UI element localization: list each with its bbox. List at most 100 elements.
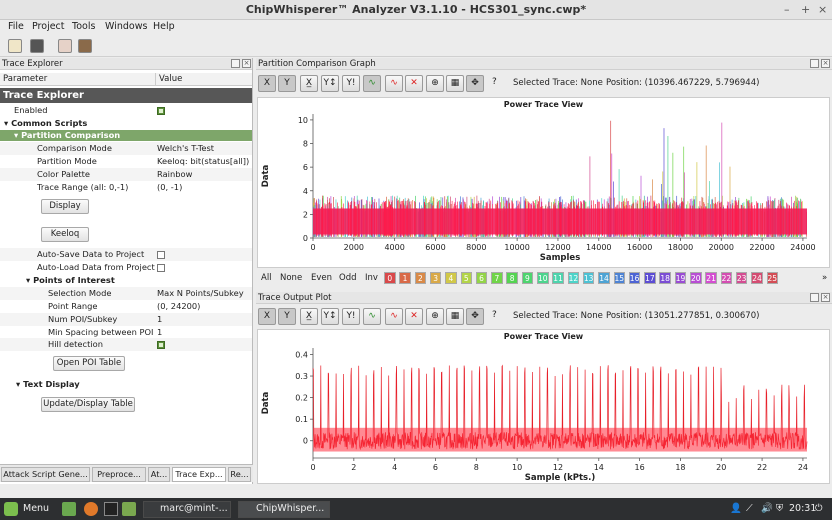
menu-file[interactable]: File — [8, 21, 24, 32]
minimize-button[interactable]: – — [784, 3, 790, 16]
x-autoscale-icon[interactable]: X̲ — [300, 308, 318, 325]
top-plot-area[interactable]: Power Trace View 0 2 4 6 8 10 0 2000 4000 6000 800… — [257, 97, 830, 268]
start-menu-button[interactable]: Menu — [23, 503, 50, 514]
wave-green-icon[interactable]: ∿ — [363, 308, 381, 325]
close-icon[interactable]: × — [821, 293, 830, 302]
trace-toggle-1[interactable]: 1 — [399, 272, 411, 284]
grid-icon[interactable]: ▦ — [446, 308, 464, 325]
trace-toggle-24[interactable]: 24 — [751, 272, 763, 284]
trace-toggle-9[interactable]: 9 — [521, 272, 534, 284]
more-icon[interactable]: » — [822, 273, 828, 283]
maximize-button[interactable]: + — [801, 3, 811, 16]
row-color-palette[interactable]: Color Palette Rainbow — [0, 168, 252, 181]
wave-green-icon[interactable]: ∿ — [363, 75, 381, 92]
tab-preprocessing[interactable]: Preproce... — [92, 467, 146, 482]
tab-results[interactable]: Re... — [228, 467, 251, 482]
row-comparison-mode[interactable]: Comparison Mode Welch's T-Test — [0, 142, 252, 155]
float-icon[interactable] — [810, 59, 819, 68]
cursor-icon[interactable]: ✥ — [466, 75, 484, 92]
volume-icon[interactable]: 🔊 — [761, 503, 773, 514]
display-button[interactable]: Display — [41, 199, 89, 214]
y-lock-icon[interactable]: Y — [278, 308, 296, 325]
float-icon[interactable] — [810, 293, 819, 302]
trace-toggle-16[interactable]: 16 — [628, 272, 641, 284]
trace-toggle-2[interactable]: 2 — [414, 272, 427, 284]
y-lock-icon[interactable]: Y — [278, 75, 296, 92]
row-text-display[interactable]: ▾ Text Display — [16, 379, 80, 389]
trace-toggle-13[interactable]: 13 — [582, 272, 595, 284]
x-autoscale-icon[interactable]: X̲ — [300, 75, 318, 92]
clear-icon[interactable]: ✕ — [405, 308, 423, 325]
float-icon[interactable] — [231, 59, 240, 68]
trace-toggle-11[interactable]: 11 — [552, 272, 564, 284]
autosave-checkbox[interactable] — [157, 248, 165, 261]
select-odd-button[interactable]: Odd — [339, 273, 357, 283]
trace-toggle-10[interactable]: 10 — [537, 272, 549, 284]
trace-toggle-20[interactable]: 20 — [690, 272, 702, 284]
select-inv-button[interactable]: Inv — [365, 273, 378, 283]
terminal-task-button[interactable] — [143, 501, 231, 518]
bottom-plot-area[interactable]: Power Trace View 0 0.1 0.2 0.3 0.4 0 2 4 6 8 10 12 1… — [257, 329, 830, 484]
close-icon[interactable]: × — [821, 59, 830, 68]
chipwhisperer-task-button[interactable] — [238, 501, 330, 518]
help-icon[interactable]: ? — [492, 77, 497, 87]
y-autoscale-icon[interactable]: Y↕ — [321, 75, 339, 92]
save-icon[interactable] — [30, 39, 44, 53]
x-lock-icon[interactable]: X — [258, 308, 276, 325]
update-display-table-button[interactable]: Update/Display Table — [41, 397, 135, 412]
row-partition-mode[interactable]: Partition Mode Keeloq: bit(status[all]) — [0, 155, 252, 168]
row-autoload[interactable]: Auto-Load Data from Project — [0, 261, 252, 274]
wave-red-icon[interactable]: ∿ — [385, 308, 403, 325]
shield-icon[interactable]: ⛨ — [776, 503, 784, 514]
trace-toggle-7[interactable]: 7 — [491, 272, 503, 284]
crosshair-icon[interactable]: ⊕ — [426, 75, 444, 92]
keeloq-button[interactable]: Keeloq — [41, 227, 89, 242]
tab-attack[interactable]: At... — [148, 467, 170, 482]
trace-toggle-17[interactable]: 17 — [644, 272, 656, 284]
trace-toggle-6[interactable]: 6 — [475, 272, 488, 284]
menu-project[interactable]: Project — [32, 21, 65, 32]
close-icon[interactable]: × — [242, 59, 251, 68]
select-none-button[interactable]: None — [280, 273, 303, 283]
trace-toggle-21[interactable]: 21 — [705, 272, 717, 284]
row-hill-detection[interactable]: Hill detection — [0, 338, 252, 351]
trace-toggle-4[interactable]: 4 — [445, 272, 457, 284]
trace-toggle-22[interactable]: 22 — [720, 272, 733, 284]
row-num-poi[interactable]: Num POI/Subkey 1 — [0, 313, 252, 326]
tab-attack-script[interactable]: Attack Script Gene... — [1, 467, 90, 482]
y-default-icon[interactable]: Y! — [342, 308, 360, 325]
files-icon[interactable] — [122, 502, 136, 516]
select-even-button[interactable]: Even — [311, 273, 333, 283]
menu-windows[interactable]: Windows — [105, 21, 148, 32]
row-points-of-interest[interactable]: ▾ Points of Interest — [26, 275, 115, 285]
power-icon[interactable]: ⏻ — [815, 503, 823, 514]
row-point-range[interactable]: Point Range (0, 24200) — [0, 300, 252, 313]
trace-toggle-18[interactable]: 18 — [659, 272, 671, 284]
scope-icon[interactable] — [58, 39, 72, 53]
folder-open-icon[interactable] — [8, 39, 22, 53]
trace-toggle-19[interactable]: 19 — [674, 272, 687, 284]
select-all-button[interactable]: All — [261, 273, 272, 283]
y-default-icon[interactable]: Y! — [342, 75, 360, 92]
menu-tools[interactable]: Tools — [72, 21, 96, 32]
capture-icon[interactable] — [78, 39, 92, 53]
row-autosave[interactable]: Auto-Save Data to Project — [0, 248, 252, 261]
trace-toggle-3[interactable]: 3 — [429, 272, 442, 284]
trace-toggle-23[interactable]: 23 — [735, 272, 748, 284]
trace-toggle-12[interactable]: 12 — [567, 272, 580, 284]
cursor-icon[interactable]: ✥ — [466, 308, 484, 325]
row-common-scripts[interactable]: ▾ Common Scripts — [4, 118, 88, 128]
open-poi-table-button[interactable]: Open POI Table — [53, 356, 125, 371]
show-desktop-icon[interactable] — [62, 502, 76, 516]
enabled-checkbox[interactable] — [157, 104, 165, 117]
trace-toggle-8[interactable]: 8 — [506, 272, 518, 284]
trace-toggle-15[interactable]: 15 — [613, 272, 625, 284]
user-icon[interactable]: 👤 — [730, 503, 742, 514]
menu-help[interactable]: Help — [153, 21, 175, 32]
y-autoscale-icon[interactable]: Y↕ — [321, 308, 339, 325]
hill-checkbox[interactable] — [157, 338, 165, 351]
tab-trace-explorer[interactable]: Trace Exp... — [172, 467, 226, 482]
row-selection-mode[interactable]: Selection Mode Max N Points/Subkey — [0, 287, 252, 300]
grid-icon[interactable]: ▦ — [446, 75, 464, 92]
terminal-icon[interactable] — [104, 502, 118, 516]
